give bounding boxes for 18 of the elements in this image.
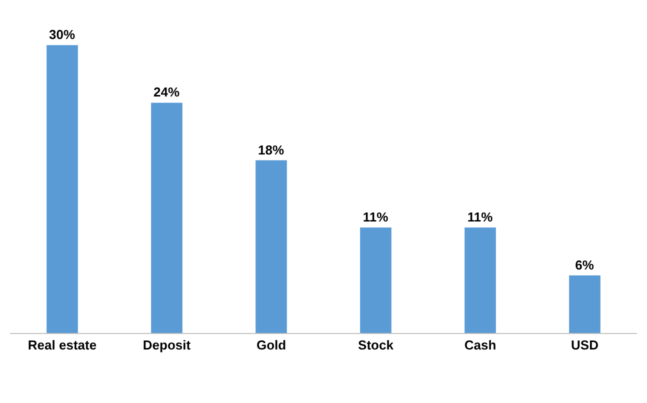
bar — [46, 45, 78, 333]
x-tick-label: USD — [571, 338, 598, 353]
data-label: 11% — [362, 209, 389, 224]
bar — [151, 102, 182, 333]
x-tick-label: Gold — [256, 338, 286, 353]
data-label: 11% — [467, 209, 494, 224]
bar — [569, 275, 600, 333]
x-tick-label: Deposit — [142, 338, 192, 353]
data-label: 24% — [154, 84, 180, 100]
data-label: 6% — [575, 257, 594, 272]
x-tick-label: Stock — [358, 338, 394, 353]
bar — [256, 160, 287, 333]
bar — [464, 227, 496, 333]
bar — [360, 227, 392, 333]
data-label: 18% — [258, 142, 284, 158]
x-tick-label: Real estate — [28, 338, 97, 353]
data-label: 30% — [49, 27, 76, 42]
x-tick-label: Cash — [464, 338, 496, 353]
